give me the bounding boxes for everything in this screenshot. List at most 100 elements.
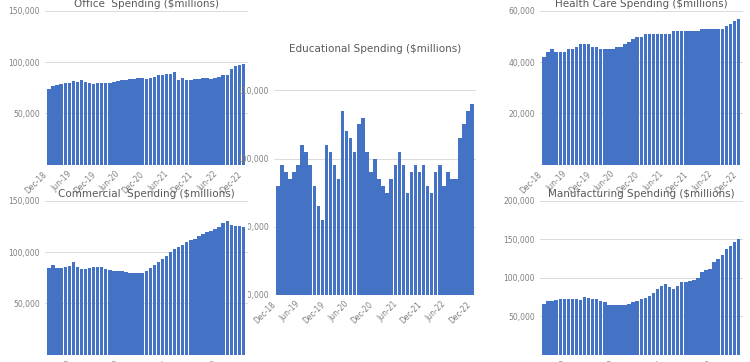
Bar — [733, 243, 736, 355]
Bar — [603, 303, 607, 355]
Title: Commercial  Spending ($millions): Commercial Spending ($millions) — [58, 189, 235, 199]
Bar — [104, 269, 107, 355]
Bar — [88, 268, 92, 355]
Bar — [221, 76, 225, 165]
Bar — [157, 76, 160, 165]
Bar — [587, 298, 590, 355]
Bar — [140, 273, 144, 355]
Bar — [234, 66, 237, 165]
Bar — [446, 172, 449, 362]
Bar — [700, 273, 703, 355]
Bar — [635, 37, 639, 165]
Bar — [591, 299, 594, 355]
Bar — [571, 299, 574, 355]
Bar — [157, 262, 160, 355]
Bar — [542, 304, 546, 355]
Bar — [328, 152, 332, 362]
Bar — [430, 193, 433, 362]
Bar — [72, 81, 75, 165]
Bar — [201, 234, 205, 355]
Bar — [729, 24, 732, 165]
Bar — [284, 172, 287, 362]
Bar — [611, 305, 614, 355]
Bar — [611, 49, 614, 165]
Bar — [226, 222, 229, 355]
Bar — [296, 165, 300, 362]
Bar — [374, 159, 376, 362]
Bar — [124, 80, 128, 165]
Bar — [620, 305, 622, 355]
Bar — [700, 29, 703, 165]
Bar — [341, 111, 344, 362]
Bar — [603, 49, 607, 165]
Bar — [160, 259, 164, 355]
Bar — [466, 111, 470, 362]
Bar — [313, 186, 316, 362]
Bar — [145, 79, 148, 165]
Bar — [579, 44, 582, 165]
Bar — [680, 282, 683, 355]
Bar — [76, 266, 79, 355]
Bar — [559, 52, 562, 165]
Bar — [660, 286, 663, 355]
Bar — [402, 165, 405, 362]
Bar — [595, 299, 598, 355]
Bar — [221, 223, 225, 355]
Bar — [692, 280, 695, 355]
Bar — [88, 83, 92, 165]
Bar — [47, 268, 51, 355]
Bar — [628, 42, 631, 165]
Bar — [206, 77, 209, 165]
Bar — [628, 304, 631, 355]
Bar — [369, 172, 373, 362]
Bar — [325, 145, 328, 362]
Bar — [242, 64, 245, 165]
Bar — [185, 80, 188, 165]
Bar — [442, 186, 446, 362]
Bar — [688, 281, 692, 355]
Bar — [189, 80, 193, 165]
Bar — [652, 34, 655, 165]
Bar — [165, 75, 168, 165]
Bar — [112, 81, 116, 165]
Bar — [571, 49, 574, 165]
Bar — [470, 104, 474, 362]
Bar — [640, 37, 643, 165]
Bar — [276, 186, 280, 362]
Title: Educational Spending ($millions): Educational Spending ($millions) — [289, 44, 461, 54]
Bar — [398, 152, 401, 362]
Bar — [410, 172, 413, 362]
Bar — [226, 76, 229, 165]
Bar — [562, 299, 566, 355]
Bar — [688, 31, 692, 165]
Bar — [656, 34, 659, 165]
Bar — [133, 79, 136, 165]
Bar — [201, 77, 205, 165]
Bar — [438, 165, 442, 362]
Bar — [382, 186, 385, 362]
Bar — [165, 256, 168, 355]
Bar — [153, 76, 156, 165]
Bar — [92, 84, 95, 165]
Bar — [664, 34, 668, 165]
Bar — [574, 47, 578, 165]
Bar — [47, 89, 51, 165]
Bar — [301, 145, 304, 362]
Bar — [587, 44, 590, 165]
Bar — [194, 239, 196, 355]
Bar — [550, 301, 554, 355]
Bar — [554, 52, 558, 165]
Bar — [623, 305, 627, 355]
Bar — [108, 83, 112, 165]
Bar — [562, 52, 566, 165]
Bar — [104, 83, 107, 165]
Title: Manufacturing Spending ($millions): Manufacturing Spending ($millions) — [548, 189, 734, 199]
Bar — [92, 266, 95, 355]
Bar — [652, 293, 655, 355]
Bar — [418, 172, 422, 362]
Bar — [197, 236, 200, 355]
Bar — [426, 186, 429, 362]
Bar — [567, 49, 570, 165]
Bar — [209, 79, 213, 165]
Bar — [724, 26, 728, 165]
